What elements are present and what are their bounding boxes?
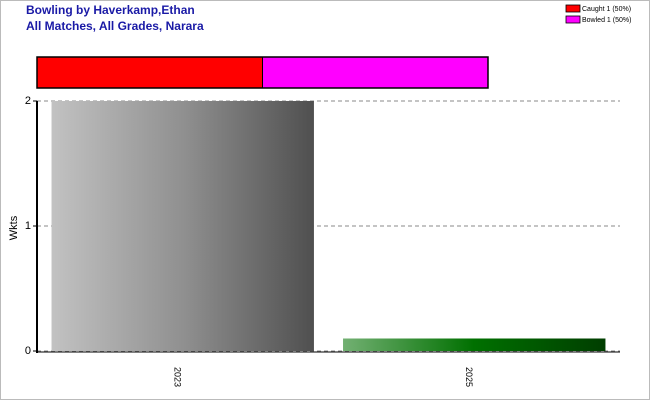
legend-swatch [565, 4, 581, 13]
chart-title: Bowling by Haverkamp,Ethan [26, 3, 195, 17]
y-tick-label: 2 [25, 95, 31, 107]
proportion-outline [36, 56, 489, 89]
x-tick-label: 2023 [172, 367, 182, 387]
y-tick-label: 1 [25, 220, 31, 232]
proportion-segment [262, 56, 489, 89]
y-axis-label: Wkts [8, 215, 20, 240]
bar-shade [51, 101, 314, 351]
y-tick-label: 0 [25, 345, 31, 357]
proportion-segment [36, 56, 263, 89]
x-tick-label: 2025 [464, 367, 474, 387]
legend-label: Caught 1 (50%) [582, 6, 631, 13]
bar-shade [343, 338, 606, 351]
chart-subtitle: All Matches, All Grades, Narara [26, 19, 204, 33]
legend-label: Bowled 1 (50%) [582, 17, 631, 24]
legend-swatch [565, 15, 581, 24]
